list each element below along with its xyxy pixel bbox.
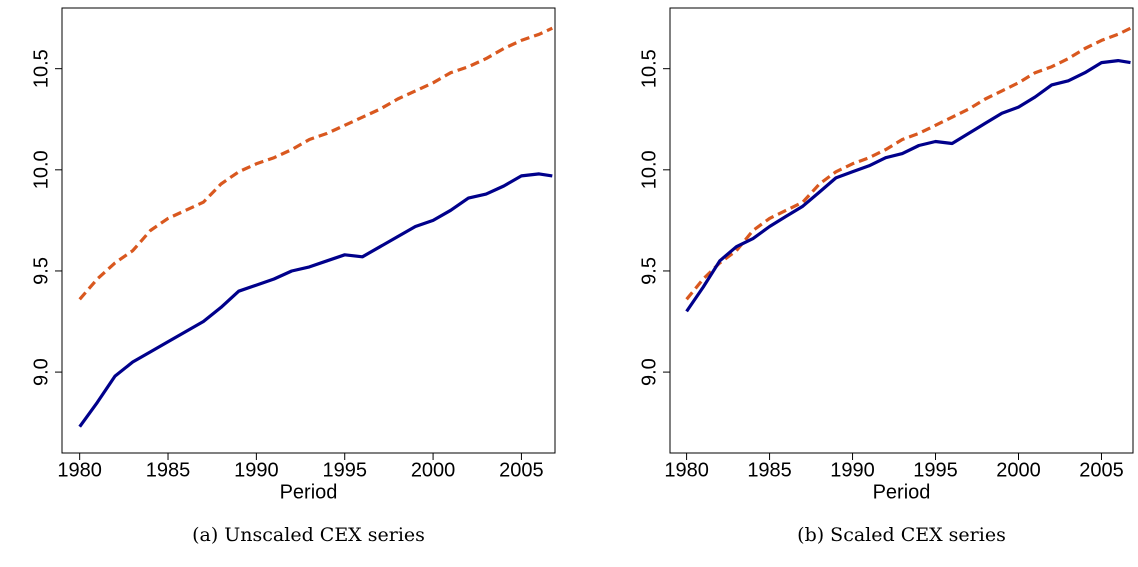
series-line xyxy=(685,26,1132,301)
y-tick-label: 9.0 xyxy=(638,358,660,386)
y-tick-label: 10.0 xyxy=(30,150,52,189)
x-tick-label: 2000 xyxy=(411,459,456,481)
y-tick-label: 9.0 xyxy=(30,358,52,386)
x-tick-label: 2000 xyxy=(996,459,1041,481)
x-axis-label: Period xyxy=(873,481,931,503)
x-tick-label: 1985 xyxy=(747,459,792,481)
caption: (b) Scaled CEX series xyxy=(797,524,1006,546)
y-tick-label: 10.5 xyxy=(638,49,660,88)
x-tick-label: 2005 xyxy=(499,459,544,481)
series-line xyxy=(78,172,553,428)
x-tick-label: 1990 xyxy=(234,459,279,481)
caption: (a) Unscaled CEX series xyxy=(192,524,425,546)
x-tick-label: 1985 xyxy=(146,459,191,481)
x-tick-label: 1980 xyxy=(57,459,102,481)
x-tick-label: 1995 xyxy=(913,459,958,481)
plot-frame xyxy=(61,7,556,454)
y-tick-label: 10.0 xyxy=(638,150,660,189)
y-tick-label: 10.5 xyxy=(30,49,52,88)
y-tick-label: 9.5 xyxy=(638,257,660,285)
plot-frame xyxy=(669,7,1134,454)
x-tick-label: 1990 xyxy=(830,459,875,481)
series-line xyxy=(685,59,1131,313)
y-tick-label: 9.5 xyxy=(30,257,52,285)
series-line xyxy=(78,26,553,301)
x-axis-label: Period xyxy=(280,481,338,503)
x-tick-label: 2005 xyxy=(1079,459,1124,481)
x-tick-label: 1980 xyxy=(664,459,709,481)
x-tick-label: 1995 xyxy=(322,459,367,481)
